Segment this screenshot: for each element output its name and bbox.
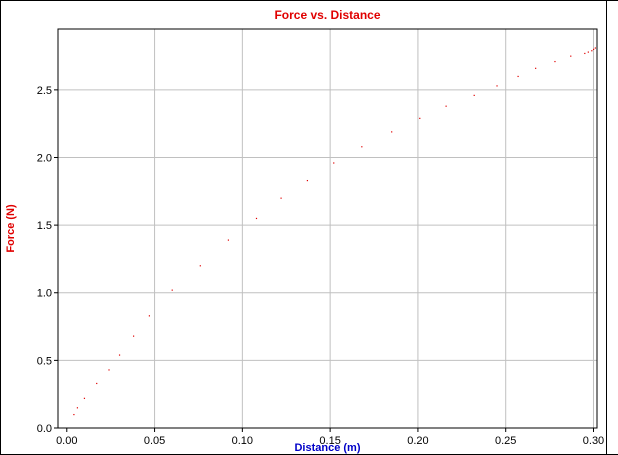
data-point (148, 315, 150, 317)
y-tick-label: 2.5 (37, 85, 52, 97)
axis-ticks: 0.00 0.05 0.10 0.15 0.20 0.25 0.30 0.0 0.5 1.0 1.5… (37, 85, 604, 447)
data-point (473, 94, 475, 96)
data-point (361, 146, 363, 148)
data-point (554, 60, 556, 63)
data-point (594, 47, 596, 49)
data-point (280, 197, 282, 199)
y-tick-label: 1.0 (37, 288, 52, 300)
chart-title: Force vs. Distance (274, 8, 380, 22)
data-point (83, 397, 86, 399)
data-point (255, 217, 258, 220)
x-axis-label: Distance (m) (294, 442, 360, 454)
data-point (73, 413, 75, 416)
x-tick-label: 0.25 (495, 435, 516, 447)
data-point (171, 289, 173, 291)
data-point (118, 354, 121, 356)
data-point (108, 369, 110, 371)
x-tick-label: 0.00 (56, 435, 77, 447)
x-tick-label: 0.05 (144, 435, 165, 447)
data-point (96, 382, 98, 385)
force-distance-chart: 0.00 0.05 0.10 0.15 0.20 0.25 0.30 0.0 0.5 1.0 1.5… (5, 8, 604, 454)
y-axis-label: Force (N) (5, 204, 17, 253)
window-right-edge (606, 1, 618, 454)
data-point (517, 75, 519, 78)
data-point (306, 179, 309, 182)
data-point (535, 67, 537, 69)
data-point (419, 117, 421, 119)
y-tick-label: 0.0 (37, 423, 52, 435)
data-points (73, 47, 596, 416)
data-point (496, 85, 498, 87)
y-tick-label: 0.5 (37, 355, 52, 367)
data-point (391, 131, 393, 133)
x-tick-label: 0.20 (407, 435, 428, 447)
data-point (591, 50, 593, 52)
grid-lines (58, 29, 597, 428)
x-tick-label: 0.10 (232, 435, 253, 447)
y-tick-label: 2.0 (37, 152, 52, 164)
data-point (584, 52, 586, 55)
data-point (199, 265, 201, 267)
data-point (445, 105, 447, 107)
data-point (587, 51, 589, 53)
plot-area (57, 28, 598, 429)
data-point (333, 162, 335, 164)
data-point (132, 335, 135, 337)
data-point (76, 407, 79, 409)
data-point (592, 48, 595, 50)
data-point (227, 239, 230, 241)
data-point (570, 55, 572, 57)
x-tick-label: 0.15 (319, 435, 340, 447)
x-tick-label: 0.30 (583, 435, 604, 447)
y-tick-label: 1.5 (37, 220, 52, 232)
